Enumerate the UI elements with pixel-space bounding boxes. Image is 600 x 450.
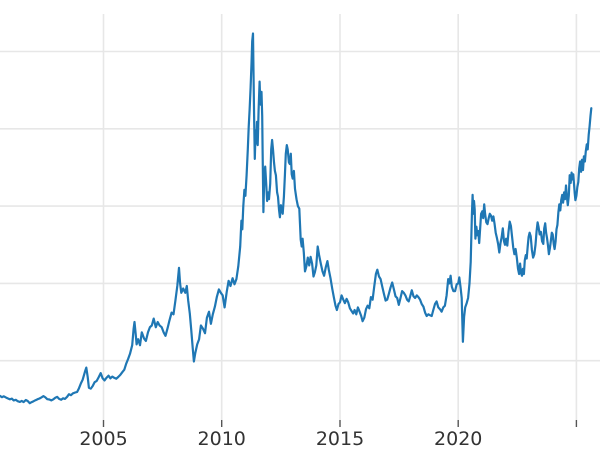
- gridlines: [0, 14, 600, 420]
- x-axis-tick-labels: 2005 2010 2015 2020: [79, 428, 482, 450]
- price-line-series: [0, 32, 593, 405]
- x-tick-marks: [102, 420, 578, 427]
- x-axis-tick-label: 2005: [79, 428, 127, 450]
- x-axis-tick-label: 2010: [198, 428, 246, 450]
- x-axis-tick-label: 2015: [316, 428, 364, 450]
- price-line: [0, 32, 593, 405]
- x-axis-tick-label: 2020: [434, 428, 482, 450]
